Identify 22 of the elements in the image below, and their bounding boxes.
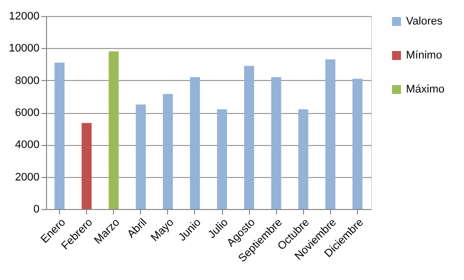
bar	[136, 104, 146, 209]
y-tick-label: 10000	[8, 42, 40, 55]
y-tick-label: 2000	[15, 171, 40, 184]
bar	[190, 77, 200, 209]
y-tick-label: 4000	[15, 139, 40, 152]
y-tick-label: 6000	[15, 107, 40, 119]
y-tick-label: 12000	[8, 10, 40, 22]
bar	[271, 77, 282, 209]
bar	[54, 62, 65, 209]
bar	[325, 59, 336, 209]
bar	[82, 122, 92, 209]
bar	[298, 109, 308, 209]
legend-label: Mínimo	[406, 50, 442, 62]
bar	[352, 78, 362, 209]
bar	[162, 94, 173, 209]
legend-label: Valores	[406, 16, 443, 28]
y-tick-label: 8000	[15, 74, 40, 87]
bar	[108, 51, 119, 209]
legend-label: Máximo	[406, 84, 445, 96]
bar	[244, 66, 254, 209]
y-tick-label: 0	[33, 204, 40, 216]
bar	[217, 109, 228, 209]
